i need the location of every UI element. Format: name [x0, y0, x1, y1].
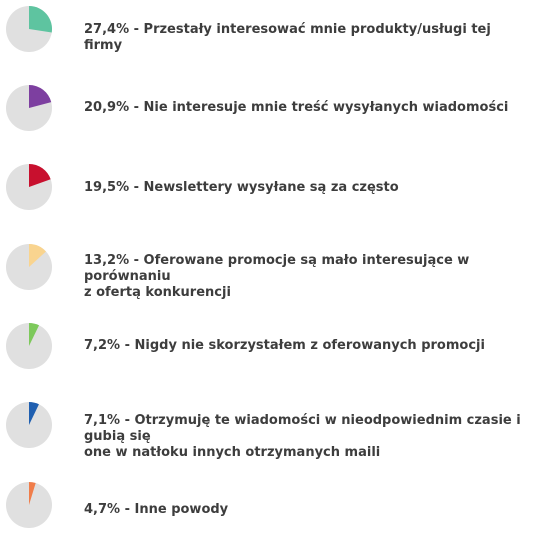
pie-slice — [29, 244, 46, 267]
item-label: 7,2% - Nigdy nie skorzystałem z oferowan… — [84, 338, 485, 353]
item-label: 19,5% - Newslettery wysyłane są za częst… — [84, 180, 399, 195]
item-label: 20,9% - Nie interesuje mnie treść wysyła… — [84, 100, 509, 115]
pie-slice — [29, 323, 40, 346]
pie-slice — [29, 164, 51, 187]
pie-icon — [6, 85, 52, 131]
item-label: 27,4% - Przestały interesować mnie produ… — [84, 22, 491, 53]
list-item: 20,9% - Nie interesuje mnie treść wysyła… — [0, 85, 534, 131]
pie-icon — [6, 244, 52, 290]
list-item: 4,7% - Inne powody — [0, 482, 534, 528]
list-item: 13,2% - Oferowane promocje są mało inter… — [0, 244, 534, 300]
pie-icon — [6, 402, 52, 448]
pie-slice — [29, 402, 39, 425]
pie-slice — [29, 482, 36, 505]
pie-icon — [6, 164, 52, 210]
list-item: 7,2% - Nigdy nie skorzystałem z oferowan… — [0, 323, 534, 369]
pie-icon — [6, 6, 52, 52]
list-item: 7,1% - Otrzymuję te wiadomości w nieodpo… — [0, 402, 534, 460]
pie-slice — [29, 6, 52, 33]
list-item: 19,5% - Newslettery wysyłane są za częst… — [0, 164, 534, 210]
item-label: 7,1% - Otrzymuję te wiadomości w nieodpo… — [84, 413, 521, 460]
pie-icon — [6, 482, 52, 528]
pie-icon — [6, 323, 52, 369]
item-label: 13,2% - Oferowane promocje są mało inter… — [84, 253, 470, 300]
item-label: 4,7% - Inne powody — [84, 502, 229, 517]
list-item: 27,4% - Przestały interesować mnie produ… — [0, 6, 534, 53]
pie-slice — [29, 85, 52, 108]
